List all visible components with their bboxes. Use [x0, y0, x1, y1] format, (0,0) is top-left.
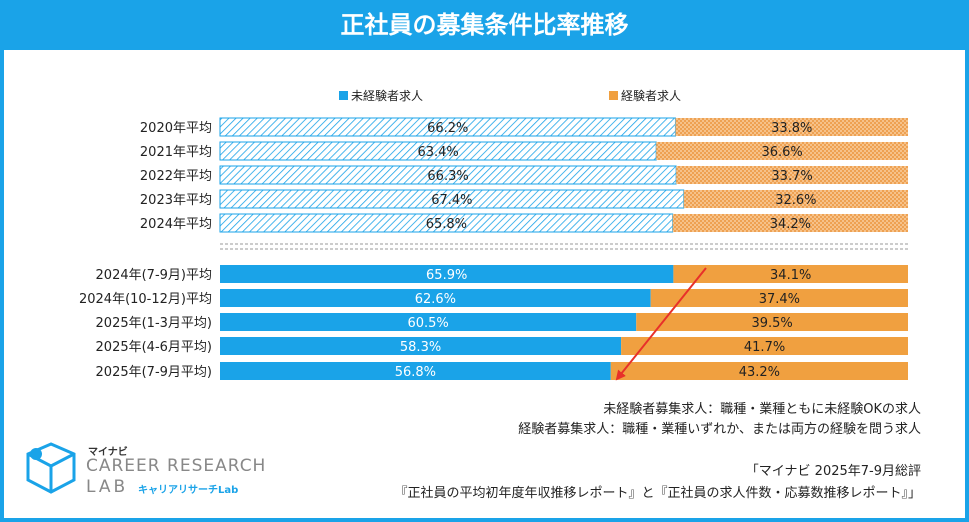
- category-label: 2024年平均: [140, 217, 212, 232]
- bar-experienced: [610, 362, 908, 380]
- bar-experienced: [676, 166, 908, 184]
- bar-inexperienced: [220, 265, 674, 283]
- bar-experienced: [650, 289, 908, 307]
- category-label: 2022年平均: [140, 169, 212, 184]
- bar-experienced: [683, 190, 908, 208]
- legend: 未経験者求人 経験者求人: [339, 88, 681, 103]
- bar-label-experienced: 34.1%: [770, 268, 811, 283]
- legend-swatch-experienced: [609, 91, 618, 100]
- category-label: 2020年平均: [140, 121, 212, 136]
- bar-label-experienced: 37.4%: [759, 292, 800, 307]
- bar-label-inexperienced: 65.9%: [426, 268, 467, 283]
- category-label: 2024年(7-9月)平均: [96, 268, 212, 283]
- legend-label-experienced: 経験者求人: [621, 88, 681, 103]
- bar-experienced: [656, 142, 908, 160]
- logo-text-line1: CAREER RESEARCH: [86, 456, 267, 476]
- legend-label-inexperienced: 未経験者求人: [351, 88, 423, 103]
- trend-arrow: [615, 267, 707, 381]
- bar-label-inexperienced: 60.5%: [407, 316, 448, 331]
- bar-label-inexperienced: 62.6%: [415, 292, 456, 307]
- bar-label-inexperienced: 66.2%: [427, 121, 468, 136]
- title-bar: [0, 0, 969, 50]
- bar-label-experienced: 34.2%: [770, 217, 811, 232]
- bar-experienced: [636, 313, 908, 331]
- bar-label-inexperienced: 58.3%: [400, 340, 441, 355]
- logo-icon: [26, 442, 76, 494]
- bar-label-experienced: 33.7%: [771, 169, 812, 184]
- category-label: 2025年(7-9月平均): [96, 365, 212, 380]
- bar-experienced: [672, 214, 908, 232]
- logo-text-line2: LAB: [86, 477, 129, 497]
- source-line-2: 『正社員の平均初年度年収推移レポート』と『正社員の求人件数・応募数推移レポート』…: [394, 486, 921, 501]
- logo-brand: マイナビ: [88, 447, 128, 458]
- bar-label-experienced: 32.6%: [775, 193, 816, 208]
- bar-label-experienced: 36.6%: [761, 145, 802, 160]
- bars: 66.2% 33.8% 2020年平均 63.4% 36.6% 2021年平均 66.3% 3…: [79, 117, 908, 380]
- source-line-1: 「マイナビ 2025年7-9月総評: [745, 464, 921, 479]
- bar-inexperienced: [220, 337, 622, 355]
- category-label: 2025年(1-3月平均): [96, 316, 212, 331]
- bar-inexperienced: [220, 313, 637, 331]
- legend-swatch-inexperienced: [339, 91, 348, 100]
- bar-label-inexperienced: 56.8%: [395, 365, 436, 380]
- category-label: 2024年(10-12月)平均: [79, 292, 212, 307]
- category-label: 2023年平均: [140, 193, 212, 208]
- bar-label-experienced: 43.2%: [739, 365, 780, 380]
- bar-label-inexperienced: 66.3%: [427, 169, 468, 184]
- logo-subtext: キャリアリサーチLab: [138, 485, 239, 496]
- bar-label-experienced: 41.7%: [744, 340, 785, 355]
- note-experienced: 経験者募集求人：職種・業種いずれか、または両方の経験を問う求人: [518, 422, 921, 437]
- bar-label-inexperienced: 63.4%: [417, 145, 458, 160]
- bar-experienced: [673, 265, 908, 283]
- bar-inexperienced: [220, 289, 651, 307]
- chart-title: 正社員の募集条件比率推移: [340, 11, 629, 39]
- bar-label-experienced: 39.5%: [751, 316, 792, 331]
- bar-inexperienced: [220, 362, 611, 380]
- bar-label-inexperienced: 65.8%: [426, 217, 467, 232]
- bar-label-inexperienced: 67.4%: [431, 193, 472, 208]
- bar-experienced: [621, 337, 908, 355]
- category-label: 2021年平均: [140, 145, 212, 160]
- bar-label-experienced: 33.8%: [771, 121, 812, 136]
- bar-experienced: [675, 118, 908, 136]
- note-inexperienced: 未経験者募集求人：職種・業種ともに未経験OKの求人: [603, 402, 921, 417]
- category-label: 2025年(4-6月平均): [96, 340, 212, 355]
